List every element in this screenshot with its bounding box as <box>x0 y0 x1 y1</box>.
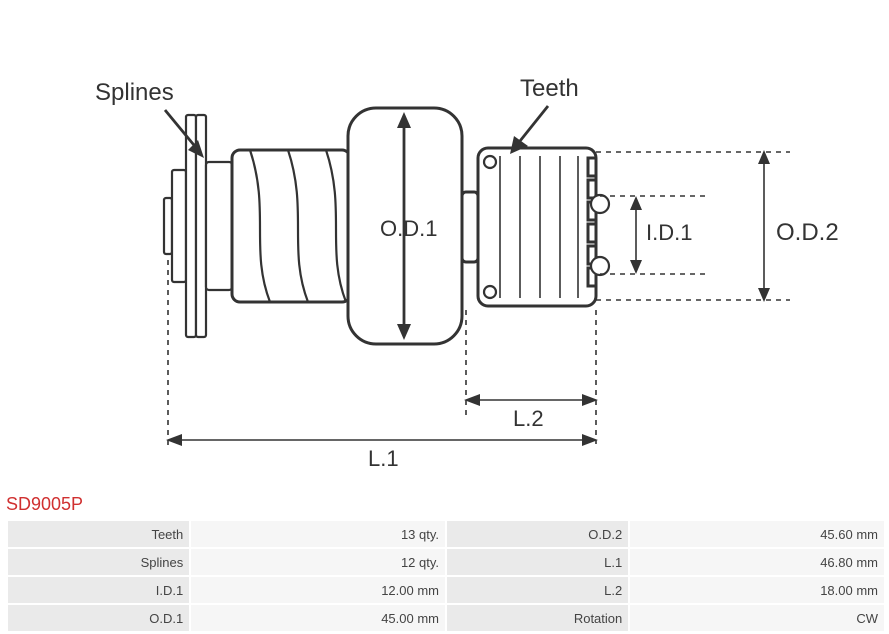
spec-value: 13 qty. <box>191 521 445 547</box>
dim-label-l2: L.2 <box>513 406 544 431</box>
spec-label: O.D.1 <box>8 605 189 631</box>
engineering-diagram: O.D.1 I.D.1 O.D.2 L.2 L.1 Splines Teeth <box>0 0 889 490</box>
dim-label-od1: O.D.1 <box>380 216 437 241</box>
callout-label-teeth: Teeth <box>520 75 579 102</box>
part-number: SD9005P <box>0 490 889 519</box>
spec-label: L.1 <box>447 549 628 575</box>
dim-label-od2: O.D.2 <box>776 219 839 246</box>
spec-value: 45.00 mm <box>191 605 445 631</box>
spec-value: CW <box>630 605 884 631</box>
spec-value: 12 qty. <box>191 549 445 575</box>
spec-label: Splines <box>8 549 189 575</box>
spec-label: Teeth <box>8 521 189 547</box>
table-row: I.D.1 12.00 mm L.2 18.00 mm <box>8 577 884 603</box>
spec-value: 12.00 mm <box>191 577 445 603</box>
spec-value: 46.80 mm <box>630 549 884 575</box>
spec-label: O.D.2 <box>447 521 628 547</box>
spec-value: 18.00 mm <box>630 577 884 603</box>
callout-label-splines: Splines <box>95 79 174 106</box>
spec-label: I.D.1 <box>8 577 189 603</box>
dim-label-id1: I.D.1 <box>646 220 692 245</box>
table-row: Splines 12 qty. L.1 46.80 mm <box>8 549 884 575</box>
specs-table: Teeth 13 qty. O.D.2 45.60 mm Splines 12 … <box>6 519 886 633</box>
spec-label: Rotation <box>447 605 628 631</box>
spec-label: L.2 <box>447 577 628 603</box>
dim-label-l1: L.1 <box>368 446 399 471</box>
spec-value: 45.60 mm <box>630 521 884 547</box>
table-row: Teeth 13 qty. O.D.2 45.60 mm <box>8 521 884 547</box>
table-row: O.D.1 45.00 mm Rotation CW <box>8 605 884 631</box>
